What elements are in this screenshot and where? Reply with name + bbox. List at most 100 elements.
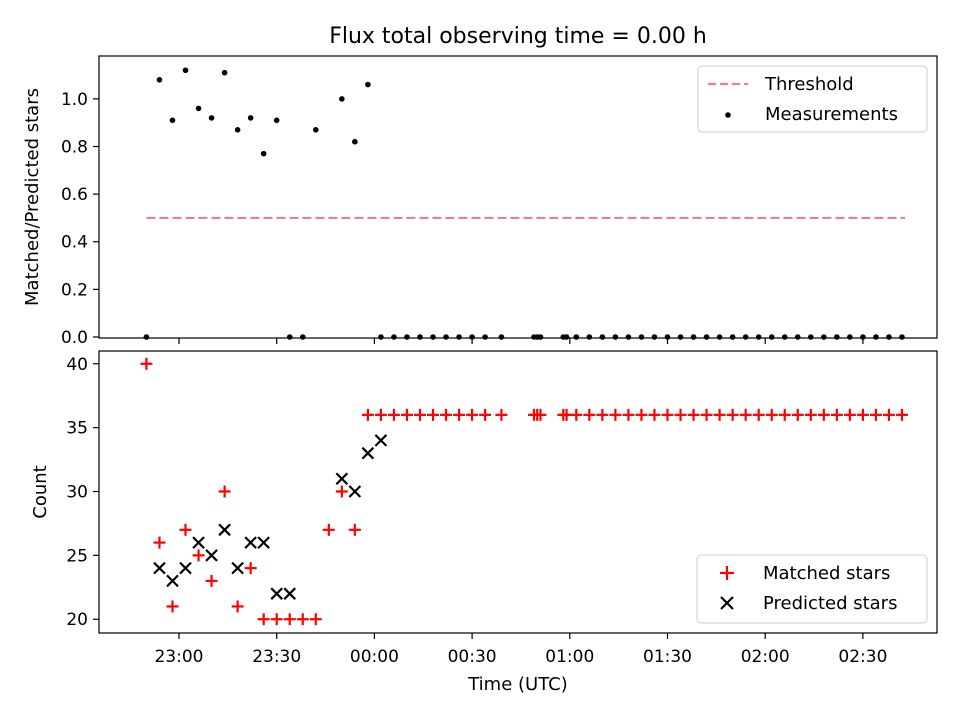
measurement-point <box>195 105 202 112</box>
matched-star-point <box>466 408 479 421</box>
top-axes-frame <box>98 55 938 339</box>
matched-star-point <box>739 408 752 421</box>
measurement-point <box>638 334 645 340</box>
matched-star-point <box>192 549 205 562</box>
bottom-x-tick-label: 00:30 <box>448 647 497 667</box>
measurement-point <box>417 334 423 340</box>
bottom-panel: 20 25 30 35 40 23:00 23:30 00:00 00:30 01:00 01:3… <box>30 350 938 695</box>
matched-star-point <box>453 408 466 421</box>
measurement-point <box>273 117 280 124</box>
matched-star-point <box>635 408 648 421</box>
matched-star-point <box>534 408 547 421</box>
matched-star-point <box>570 408 583 421</box>
measurement-point <box>742 334 749 340</box>
predicted-star-point <box>231 561 244 575</box>
bottom-x-tick-label: 01:30 <box>643 647 692 667</box>
matched-star-point <box>179 523 192 536</box>
measurement-point <box>537 334 544 340</box>
predicted-star-point <box>270 587 283 600</box>
measurement-point <box>899 334 905 340</box>
bottom-x-ticks: 23:00 23:30 00:00 00:30 01:00 01:30 02:00 02:30 <box>155 633 887 667</box>
measurement-point <box>563 334 570 340</box>
bottom-x-tick-label: 02:00 <box>741 647 790 667</box>
figure-title: Flux total observing time = 0.00 h <box>329 24 707 49</box>
matched-star-point <box>596 408 609 421</box>
matched-star-point <box>400 408 413 421</box>
matched-star-point <box>648 408 661 421</box>
measurement-point <box>234 127 241 133</box>
matched-star-point <box>140 357 153 370</box>
measurement-point <box>612 334 619 340</box>
matched-star-point <box>817 408 830 421</box>
matched-star-point <box>348 523 361 536</box>
matched-star-point <box>296 613 309 626</box>
measurement-point <box>781 334 788 340</box>
measurement-point <box>716 334 723 340</box>
bottom-x-tick-label: 02:30 <box>838 647 887 667</box>
matched-star-point <box>687 408 700 421</box>
bottom-x-tick-label: 23:00 <box>155 647 204 667</box>
matched-star-point <box>218 485 231 498</box>
measurement-point <box>873 334 879 340</box>
legend-predicted-label: Predicted stars <box>763 593 897 614</box>
measurement-point <box>599 334 606 340</box>
predicted-star-point <box>374 434 388 447</box>
matched-star-point <box>335 485 348 498</box>
top-y-tick-label: 0.4 <box>61 233 88 253</box>
legend-measurements-label: Measurements <box>765 104 898 125</box>
top-y-axis-label: Matched/Predicted stars <box>22 88 43 306</box>
measurement-point <box>821 334 827 340</box>
predicted-star-point <box>283 587 297 600</box>
predicted-star-point <box>335 472 349 486</box>
predicted-star-point <box>257 536 270 549</box>
bottom-legend: Matched stars Predicted stars <box>696 554 928 624</box>
legend-matched-label: Matched stars <box>763 563 890 584</box>
legend-measurements-swatch <box>725 112 731 118</box>
bottom-x-tick-label: 23:30 <box>252 647 301 667</box>
matched-star-point <box>622 408 635 421</box>
bottom-y-axis-label: Count <box>30 465 51 518</box>
predicted-star-point <box>218 523 231 537</box>
matched-star-point <box>166 600 179 613</box>
measurement-point <box>299 334 306 340</box>
measurement-point <box>208 115 215 121</box>
measurement-point <box>365 81 371 88</box>
predicted-star-point <box>166 574 179 588</box>
matched-star-point <box>583 408 596 421</box>
measurement-point <box>690 334 697 340</box>
matched-star-point <box>791 408 804 421</box>
predicted-star-point <box>179 561 192 575</box>
bottom-plot-area <box>140 357 908 626</box>
measurement-point <box>169 117 176 124</box>
bottom-y-tick-label: 30 <box>66 483 88 503</box>
matched-star-point <box>778 408 791 421</box>
matched-star-point <box>869 408 882 421</box>
predicted-star-point <box>205 549 218 562</box>
top-y-tick-label: 0.8 <box>61 137 88 157</box>
measurement-point <box>182 67 189 74</box>
measurement-point <box>286 334 293 340</box>
measurement-point <box>768 334 775 340</box>
measurement-point <box>651 334 658 340</box>
matched-star-point <box>765 408 778 421</box>
measurement-point <box>677 334 684 340</box>
measurement-point <box>847 334 853 340</box>
matched-star-point <box>257 613 270 626</box>
measurement-point <box>443 334 449 340</box>
predicted-star-point <box>244 536 257 549</box>
measurement-point <box>260 150 267 157</box>
matched-star-point <box>856 408 869 421</box>
matched-star-point <box>882 408 895 421</box>
matched-star-point <box>609 408 622 421</box>
top-y-ticks: 0.0 0.2 0.4 0.6 0.8 1.0 <box>61 90 99 348</box>
matched-star-point <box>674 408 687 421</box>
measurement-point <box>498 334 505 340</box>
measurement-point <box>573 334 580 340</box>
measurement-point <box>482 334 488 340</box>
predicted-star-point <box>361 446 375 460</box>
matched-star-point <box>231 600 244 613</box>
matched-star-point <box>244 562 257 575</box>
matched-star-point <box>205 574 218 587</box>
matched-star-point <box>361 408 374 421</box>
